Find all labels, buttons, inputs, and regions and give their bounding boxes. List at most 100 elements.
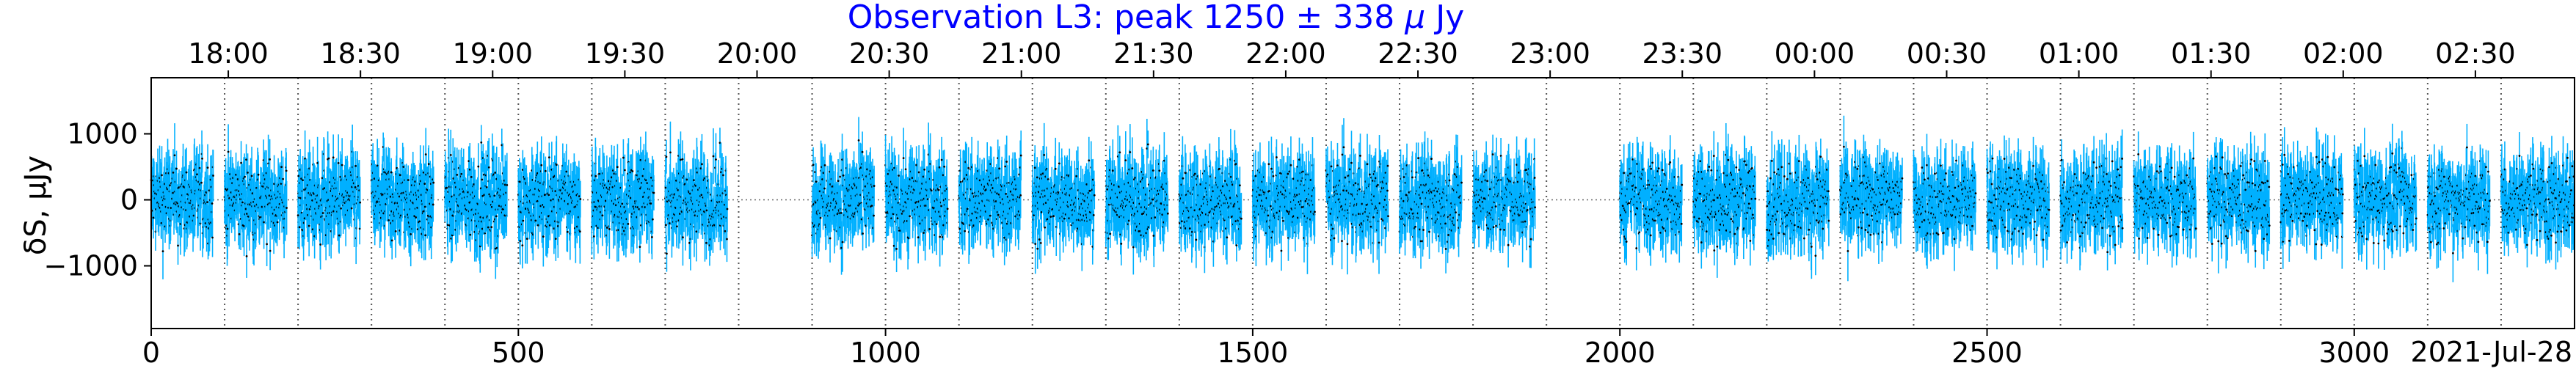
data-point bbox=[666, 252, 668, 255]
data-point bbox=[812, 164, 815, 166]
data-point bbox=[250, 175, 253, 177]
data-point bbox=[161, 174, 163, 177]
data-point bbox=[627, 222, 630, 225]
data-point bbox=[862, 232, 864, 235]
data-point bbox=[592, 235, 595, 238]
data-point bbox=[815, 201, 817, 204]
data-point bbox=[245, 255, 248, 257]
data-point bbox=[1088, 189, 1091, 192]
data-point bbox=[1270, 167, 1273, 170]
data-point bbox=[631, 170, 634, 172]
data-point bbox=[622, 156, 625, 159]
data-segment bbox=[223, 124, 288, 278]
data-point bbox=[1166, 212, 1169, 215]
data-point bbox=[390, 171, 393, 174]
data-point bbox=[611, 186, 614, 188]
data-point bbox=[1039, 242, 1042, 244]
data-point bbox=[597, 227, 600, 230]
data-point bbox=[350, 207, 353, 210]
data-point bbox=[245, 158, 247, 161]
data-point bbox=[445, 186, 448, 189]
plot-area bbox=[150, 78, 2575, 329]
data-point bbox=[726, 238, 728, 241]
data-point bbox=[966, 208, 969, 210]
data-point bbox=[685, 178, 688, 181]
data-point bbox=[664, 186, 667, 189]
data-point bbox=[604, 199, 607, 202]
data-point bbox=[1106, 188, 1109, 191]
data-point bbox=[638, 246, 641, 249]
data-point bbox=[547, 194, 550, 197]
data-point bbox=[251, 192, 254, 195]
data-point bbox=[390, 239, 393, 242]
data-point bbox=[468, 168, 471, 171]
data-point bbox=[819, 216, 822, 219]
data-point bbox=[712, 155, 715, 158]
data-point bbox=[608, 227, 611, 230]
data-point bbox=[544, 194, 547, 197]
data-point bbox=[703, 177, 706, 180]
data-point bbox=[1151, 169, 1154, 172]
data-point bbox=[646, 182, 649, 185]
data-point bbox=[814, 171, 816, 174]
data-point bbox=[841, 241, 844, 243]
data-point bbox=[1188, 227, 1191, 230]
data-point bbox=[341, 164, 343, 166]
data-point bbox=[1043, 153, 1046, 156]
data-segment bbox=[590, 131, 655, 263]
data-point bbox=[297, 175, 300, 177]
data-point bbox=[226, 227, 229, 230]
data-point bbox=[1154, 216, 1157, 219]
data-point bbox=[861, 150, 864, 153]
data-point bbox=[675, 179, 677, 182]
data-point bbox=[565, 170, 568, 173]
data-point bbox=[611, 169, 614, 172]
data-point bbox=[550, 199, 553, 202]
data-segment bbox=[811, 117, 876, 275]
data-point bbox=[338, 234, 341, 237]
data-point bbox=[280, 166, 283, 169]
data-point bbox=[198, 166, 201, 169]
data-point bbox=[639, 158, 642, 161]
data-point bbox=[1004, 165, 1007, 168]
data-point bbox=[276, 221, 279, 224]
data-point bbox=[837, 180, 840, 183]
data-point bbox=[1254, 175, 1257, 177]
data-point bbox=[206, 201, 208, 204]
data-point bbox=[621, 202, 624, 205]
data-point bbox=[605, 227, 608, 229]
data-point bbox=[726, 208, 729, 210]
data-point bbox=[185, 171, 188, 174]
data-point bbox=[601, 214, 604, 217]
data-point bbox=[285, 169, 288, 172]
data-point bbox=[1235, 244, 1238, 247]
data-point bbox=[402, 166, 405, 168]
data-point bbox=[940, 158, 943, 161]
data-point bbox=[152, 216, 155, 219]
data-point bbox=[311, 228, 314, 231]
data-point bbox=[494, 172, 497, 174]
data-point bbox=[632, 205, 635, 208]
data-point bbox=[481, 227, 484, 230]
data-point bbox=[300, 177, 303, 180]
data-point bbox=[170, 207, 172, 209]
data-point bbox=[389, 195, 392, 198]
data-point bbox=[701, 163, 703, 166]
data-point bbox=[917, 171, 920, 174]
data-point bbox=[1063, 217, 1066, 220]
data-point bbox=[650, 202, 652, 205]
data-point bbox=[173, 154, 176, 157]
data-point bbox=[495, 246, 498, 249]
data-point bbox=[262, 185, 264, 188]
data-point bbox=[857, 139, 860, 142]
data-point bbox=[937, 188, 940, 191]
data-point bbox=[1280, 249, 1283, 252]
data-point bbox=[340, 207, 343, 210]
data-point bbox=[705, 209, 708, 212]
data-point bbox=[680, 158, 682, 161]
data-point bbox=[177, 244, 179, 247]
data-point bbox=[1120, 243, 1123, 245]
data-point bbox=[298, 226, 301, 229]
data-point bbox=[1282, 219, 1284, 222]
data-point bbox=[427, 163, 430, 166]
